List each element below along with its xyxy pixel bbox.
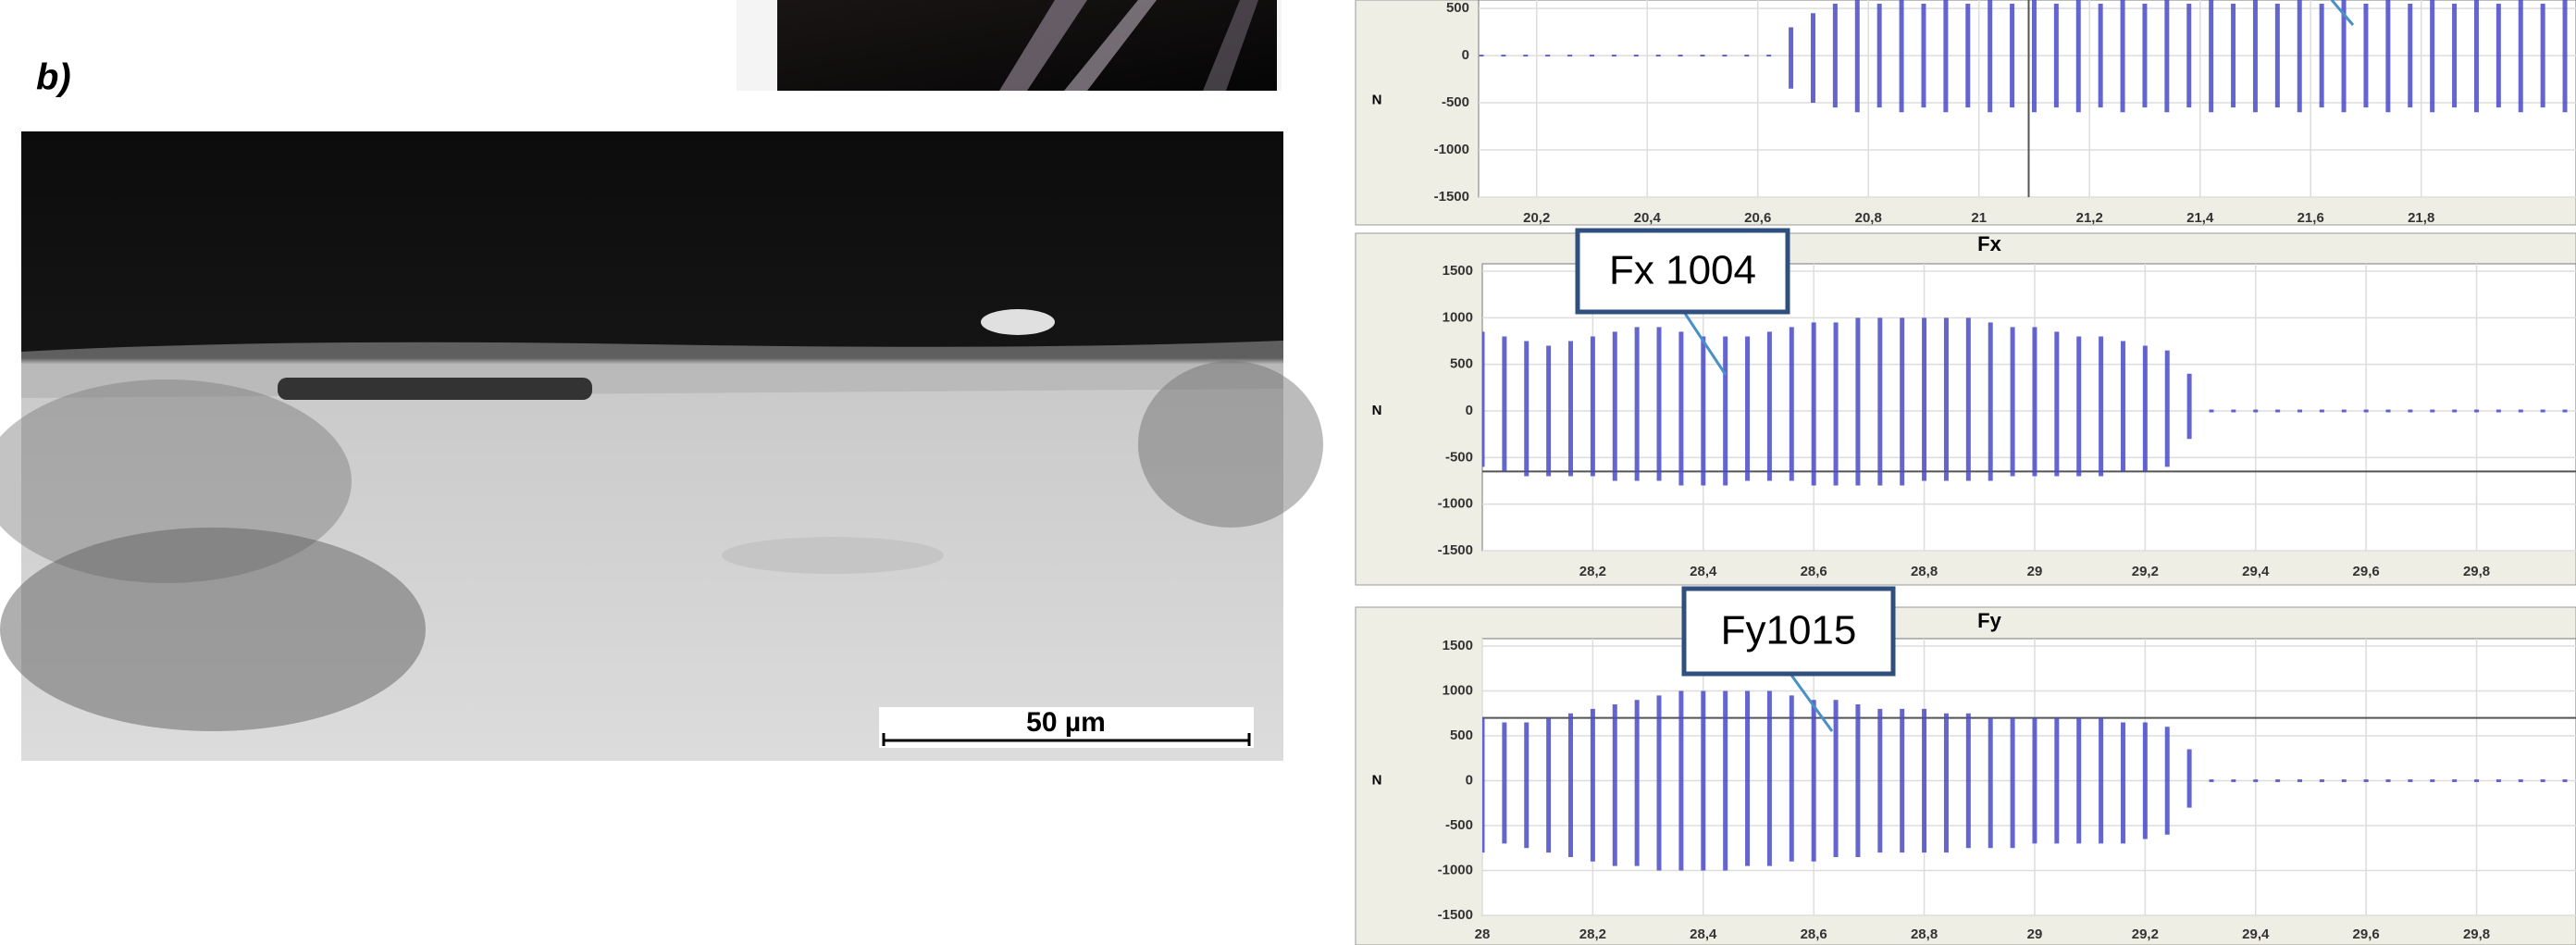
y-axis-label: N — [1372, 403, 1382, 418]
y-tick-label: -1000 — [1438, 496, 1473, 512]
y-tick-label: 1000 — [1443, 682, 1473, 698]
x-tick-label: 29,6 — [2353, 926, 2380, 942]
y-tick-label: -1500 — [1434, 189, 1469, 205]
x-tick-label: 29,2 — [2132, 564, 2159, 579]
figure: b) 50 µm 500 0 -500 -1000 -1500 20,2 20,4 20,6 2… — [0, 0, 2576, 945]
chart-title: Fx — [1977, 232, 2001, 255]
y-tick-label: -500 — [1445, 449, 1473, 465]
annotation-text: Fy1015 — [1721, 608, 1857, 653]
y-axis-label: N — [1372, 92, 1382, 107]
x-tick-label: 20,6 — [1744, 210, 1771, 226]
y-tick-label: -1500 — [1438, 542, 1473, 558]
y-axis-label: N — [1372, 772, 1382, 788]
annotation-text: Fx 1004 — [1609, 248, 1756, 293]
x-tick-label: 29 — [2027, 926, 2043, 942]
y-tick-label: 500 — [1446, 0, 1469, 16]
chart-title: Fy — [1977, 609, 2001, 632]
x-tick-label: 20,8 — [1855, 210, 1882, 226]
x-tick-label: 21,2 — [2076, 210, 2103, 226]
x-tick-label: 28,8 — [1911, 564, 1938, 579]
page: {"figure": {"panel_label": "b)", "scale_… — [0, 0, 2576, 945]
y-tick-label: -1500 — [1438, 907, 1473, 923]
x-tick-label: 28,6 — [1801, 564, 1827, 579]
y-tick-label: 0 — [1466, 403, 1473, 418]
x-tick-label: 29,8 — [2463, 926, 2490, 942]
x-tick-label: 29,6 — [2353, 564, 2380, 579]
x-tick-label: 20,4 — [1634, 210, 1662, 226]
x-tick-label: 28 — [1475, 926, 1491, 942]
y-tick-label: -1000 — [1438, 862, 1473, 877]
x-tick-label: 28,4 — [1690, 564, 1717, 579]
x-tick-label: 21 — [1971, 210, 1987, 226]
plot-area — [1482, 639, 2576, 915]
y-tick-label: 1500 — [1443, 638, 1473, 653]
x-tick-label: 28,2 — [1579, 564, 1606, 579]
y-tick-label: 500 — [1450, 727, 1473, 743]
x-tick-label: 28,8 — [1911, 926, 1938, 942]
scale-bar-label: 50 µm — [1026, 707, 1106, 738]
x-tick-label: 21,4 — [2186, 210, 2214, 226]
x-tick-label: 21,8 — [2408, 210, 2434, 226]
y-tick-label: 1500 — [1443, 263, 1473, 279]
micrograph: 50 µm — [0, 131, 1323, 761]
x-tick-label: 20,2 — [1523, 210, 1550, 226]
photo-fragment — [737, 0, 1282, 91]
x-tick-label: 28,4 — [1690, 926, 1717, 942]
x-tick-label: 29,4 — [2242, 564, 2270, 579]
x-tick-label: 28,2 — [1579, 926, 1606, 942]
x-tick-label: 21,6 — [2297, 210, 2324, 226]
x-tick-label: 29,4 — [2242, 926, 2270, 942]
x-tick-label: 29 — [2027, 564, 2043, 579]
y-tick-label: -1000 — [1434, 142, 1469, 157]
y-tick-label: -500 — [1442, 94, 1469, 110]
y-tick-label: 0 — [1462, 47, 1469, 63]
y-tick-label: 500 — [1450, 356, 1473, 372]
x-tick-label: 29,8 — [2463, 564, 2490, 579]
y-tick-label: 0 — [1466, 772, 1473, 788]
x-tick-label: 29,2 — [2132, 926, 2159, 942]
y-tick-label: -500 — [1445, 817, 1473, 833]
panel-label: b) — [36, 57, 71, 98]
x-tick-label: 28,6 — [1801, 926, 1827, 942]
y-tick-label: 1000 — [1443, 309, 1473, 325]
